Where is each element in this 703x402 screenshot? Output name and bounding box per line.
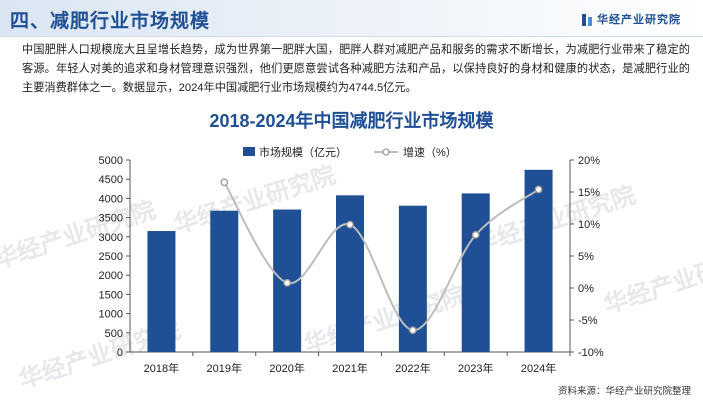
point-growth-rate [471, 230, 480, 239]
left-tick-label: 2500 [99, 251, 123, 263]
line-growth-rate [223, 181, 540, 332]
logo-icon [582, 14, 592, 27]
right-tick-label: 10% [578, 219, 600, 231]
left-tick-label: 5000 [99, 155, 123, 167]
point-growth-rate [534, 185, 543, 194]
chart-title: 2018-2024年中国减肥行业市场规模 [209, 111, 494, 131]
left-tick-label: 4000 [99, 193, 123, 205]
brand-logo: 华经产业研究院 [582, 11, 681, 27]
logo-text: 华经产业研究院 [597, 14, 681, 26]
point-growth-rate [283, 278, 292, 287]
point-growth-rate [408, 326, 417, 335]
bar-market-size [336, 195, 364, 352]
left-tick-label: 1000 [99, 309, 123, 321]
bar-market-size [461, 193, 490, 352]
right-tick-label: 15% [578, 187, 600, 199]
legend-line-label: 增速（%） [403, 145, 457, 159]
source-note: 资料来源：华经产业研究院整理 [557, 386, 691, 397]
x-tick-label: 2023年 [458, 361, 493, 375]
x-tick-label: 2024年 [521, 361, 556, 375]
left-tick-label: 4500 [99, 174, 123, 186]
left-tick-label: 0 [117, 347, 123, 359]
legend-bar-label: 市场规模（亿元） [259, 145, 347, 159]
left-tick-label: 3500 [99, 213, 123, 225]
left-tick-label: 3000 [99, 232, 123, 244]
x-tick-label: 2021年 [332, 361, 367, 375]
left-tick-label: 2000 [99, 270, 123, 282]
x-tick-label: 2020年 [269, 361, 304, 375]
bar-market-size [210, 210, 239, 352]
bar-market-size [524, 169, 553, 352]
right-tick-label: -10% [578, 347, 604, 359]
section-title: 四、减肥行业市场规模 [10, 11, 211, 32]
bar-market-size [147, 231, 176, 352]
description-paragraph: 中国肥胖人口规模庞大且呈增长趋势，成为世界第一肥胖大国，肥胖人群对减肥产品和服务… [22, 44, 690, 94]
point-growth-rate [346, 220, 354, 229]
legend-line-marker [382, 148, 390, 156]
left-tick-label: 1500 [99, 289, 123, 301]
point-growth-rate [220, 178, 229, 187]
right-tick-label: -5% [578, 315, 598, 327]
legend-bar-swatch [243, 147, 255, 156]
x-tick-label: 2018年 [144, 361, 179, 375]
right-tick-label: 0% [578, 283, 594, 295]
right-tick-label: 5% [578, 251, 594, 263]
right-tick-label: 20% [578, 155, 600, 167]
x-tick-label: 2019年 [207, 361, 242, 375]
left-tick-label: 500 [105, 328, 123, 340]
x-tick-label: 2022年 [395, 361, 430, 375]
section-header: 四、减肥行业市场规模 华经产业研究院 [0, 0, 703, 37]
